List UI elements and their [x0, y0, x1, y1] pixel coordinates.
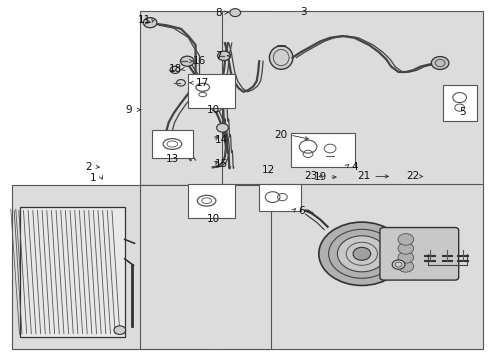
Circle shape — [397, 252, 413, 263]
Circle shape — [217, 51, 230, 60]
Text: 21: 21 — [357, 171, 370, 181]
Text: 9: 9 — [125, 105, 132, 115]
Text: 20: 20 — [274, 130, 287, 140]
Bar — [188, 184, 234, 218]
Bar — [151, 130, 193, 158]
Bar — [20, 207, 124, 337]
Circle shape — [180, 56, 194, 66]
Circle shape — [318, 222, 404, 285]
Text: 4: 4 — [351, 162, 358, 172]
Circle shape — [170, 66, 180, 73]
Ellipse shape — [269, 46, 292, 69]
Text: 10: 10 — [207, 213, 220, 224]
Text: 14: 14 — [214, 135, 228, 145]
Text: 17: 17 — [195, 78, 208, 88]
Bar — [188, 74, 234, 108]
Circle shape — [352, 247, 370, 260]
Text: 16: 16 — [192, 56, 205, 66]
Circle shape — [391, 260, 404, 269]
Circle shape — [216, 123, 228, 132]
Text: 18: 18 — [168, 64, 182, 74]
Text: 2: 2 — [85, 162, 92, 172]
Bar — [442, 85, 476, 121]
Text: 7: 7 — [215, 51, 222, 61]
Bar — [290, 133, 354, 167]
Circle shape — [397, 261, 413, 272]
Text: 13: 13 — [165, 154, 179, 165]
Text: 22: 22 — [406, 171, 419, 181]
Text: 23: 23 — [304, 171, 317, 181]
FancyBboxPatch shape — [379, 228, 458, 280]
Circle shape — [397, 243, 413, 254]
Bar — [140, 185, 271, 349]
Bar — [221, 184, 482, 349]
Bar — [140, 11, 271, 185]
Circle shape — [337, 236, 386, 272]
Text: 15: 15 — [214, 159, 228, 169]
Circle shape — [397, 234, 413, 245]
Circle shape — [114, 326, 125, 334]
Text: 11: 11 — [137, 15, 151, 25]
Circle shape — [143, 18, 157, 28]
Text: 1: 1 — [89, 173, 96, 183]
Text: 10: 10 — [207, 105, 220, 115]
Bar — [12, 185, 212, 349]
Text: 3: 3 — [299, 7, 306, 17]
Text: 5: 5 — [458, 107, 465, 117]
Circle shape — [229, 9, 240, 17]
Bar — [259, 184, 300, 211]
Circle shape — [211, 104, 221, 112]
Text: 19: 19 — [313, 172, 326, 182]
Text: 6: 6 — [298, 206, 305, 216]
Text: 12: 12 — [261, 165, 274, 175]
Text: 8: 8 — [215, 8, 222, 18]
Circle shape — [430, 57, 448, 69]
Bar — [221, 11, 482, 185]
